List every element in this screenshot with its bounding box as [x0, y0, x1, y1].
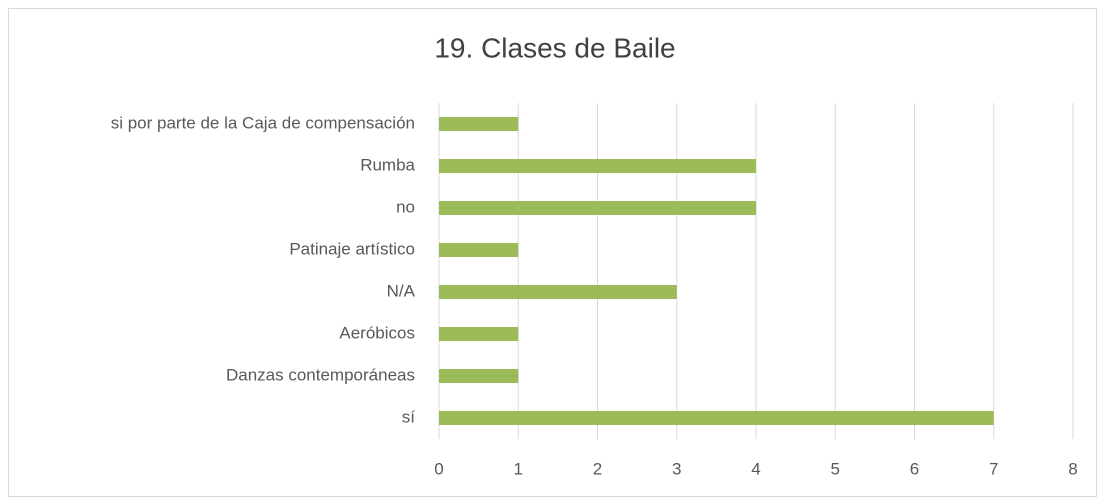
x-tick-label: 8 [1068, 459, 1077, 478]
bar [439, 243, 519, 257]
y-tick-label: no [396, 197, 415, 216]
bar [439, 327, 519, 341]
y-tick-label: Aeróbicos [339, 323, 415, 342]
chart-title: 19. Clases de Baile [434, 32, 675, 63]
x-tick-label: 0 [434, 459, 443, 478]
y-tick-label: Rumba [360, 155, 415, 174]
bar [439, 369, 519, 383]
x-tick-label: 1 [514, 459, 523, 478]
y-tick-label: Patinaje artístico [289, 239, 415, 258]
bar [439, 201, 756, 215]
bar [439, 285, 677, 299]
x-tick-label: 3 [672, 459, 681, 478]
y-tick-label: sí [402, 407, 416, 426]
x-tick-label: 5 [831, 459, 840, 478]
bar [439, 159, 756, 173]
y-tick-label: si por parte de la Caja de compensación [111, 113, 415, 132]
bar [439, 117, 519, 131]
bar [439, 411, 994, 425]
y-tick-label: Danzas contemporáneas [226, 365, 415, 384]
x-tick-label: 4 [751, 459, 760, 478]
x-tick-label: 2 [593, 459, 602, 478]
x-tick-label: 6 [910, 459, 919, 478]
y-tick-label: N/A [387, 281, 416, 300]
x-tick-label: 7 [989, 459, 998, 478]
